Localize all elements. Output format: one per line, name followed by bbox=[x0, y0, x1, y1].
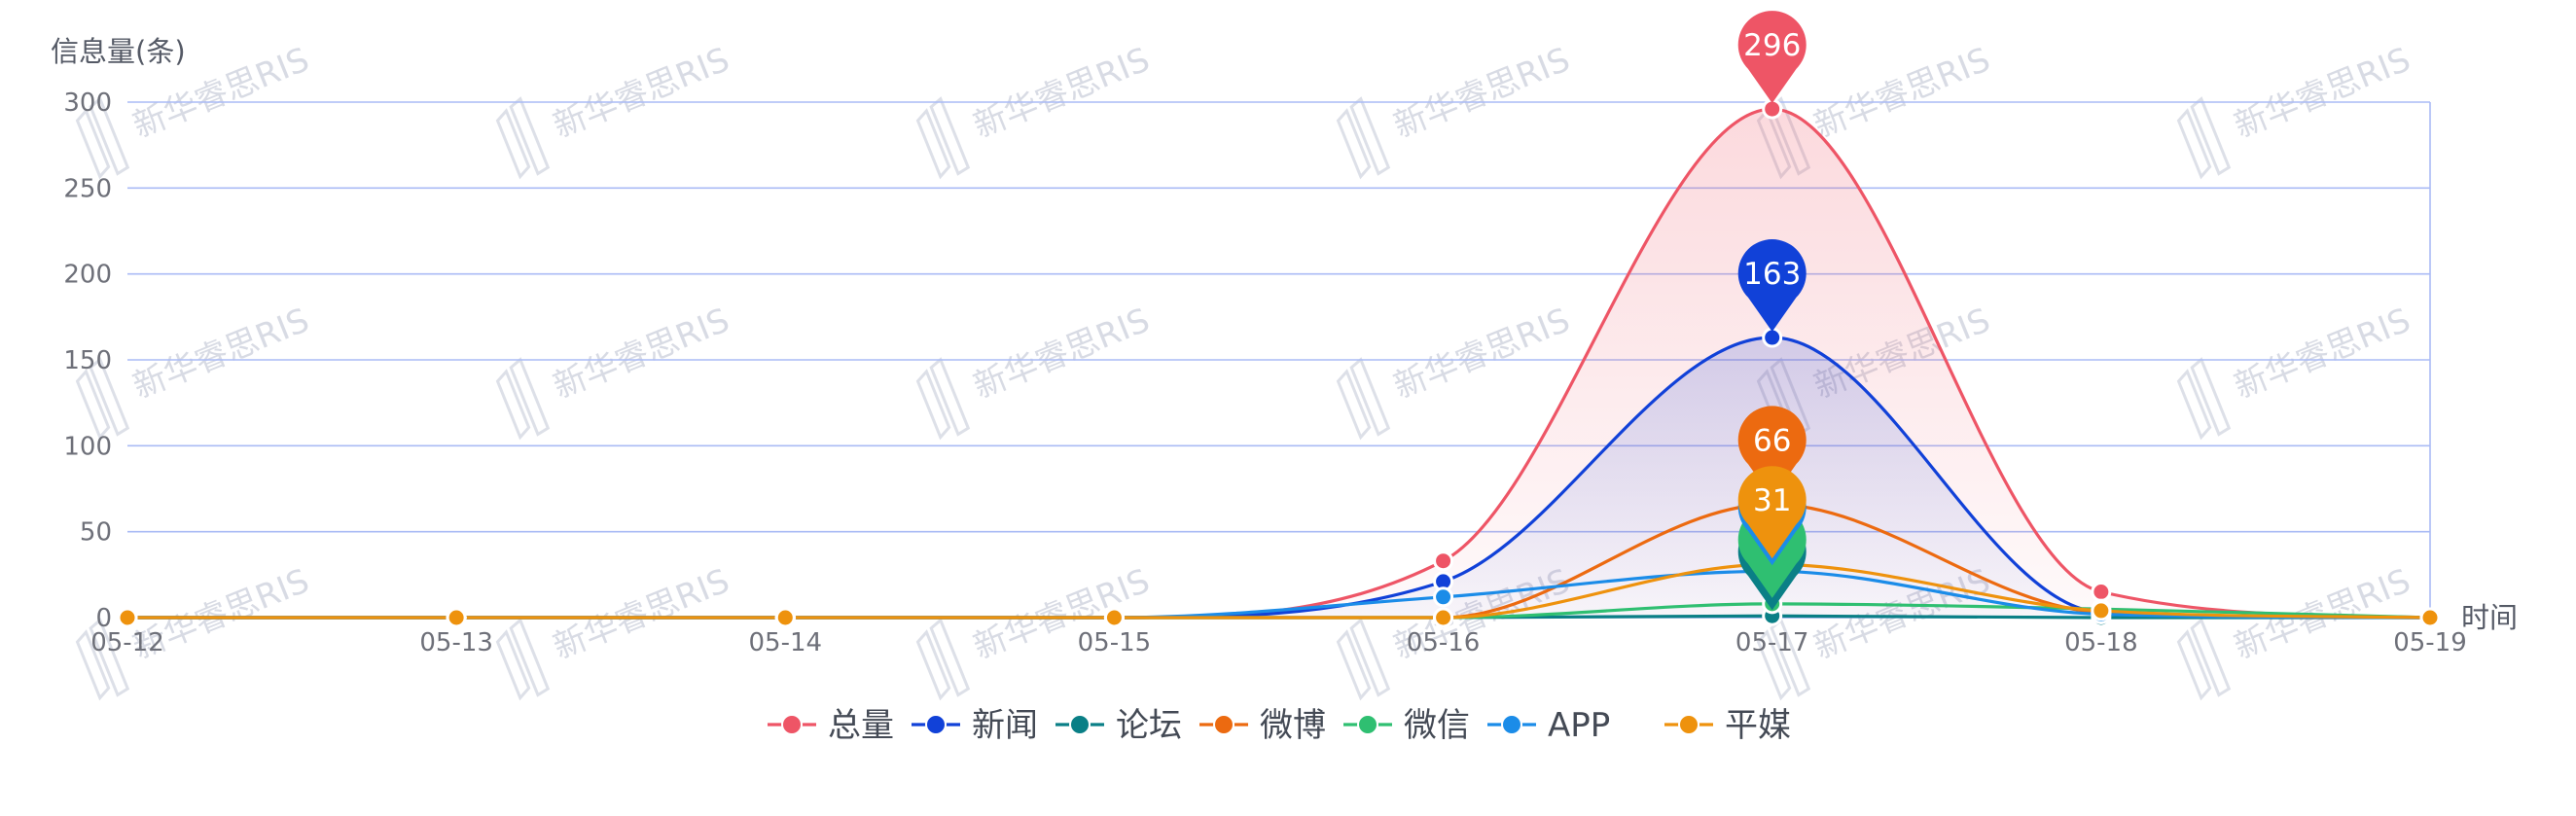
point-平媒-05-12[interactable] bbox=[117, 607, 138, 628]
x-axis-ticks: 05-12 05-13 05-14 05-15 05-16 05-17 05-18 05-19 bbox=[90, 628, 2467, 657]
y-tick-label-0: 0 bbox=[95, 604, 112, 633]
x-tick-label-05-17: 05-17 bbox=[1735, 628, 1809, 657]
legend-label-APP: APP bbox=[1548, 706, 1610, 745]
svg-text:新华睿思RIS: 新华睿思RIS bbox=[548, 561, 734, 667]
watermark-14: 新华睿思RIS bbox=[915, 561, 1155, 701]
legend: 总量 新闻 论坛 微博 微信 APP 平媒 bbox=[768, 706, 1791, 745]
grid-lines bbox=[127, 101, 2431, 619]
x-axis-title: 时间 bbox=[2461, 601, 2518, 634]
legend-item-APP[interactable]: APP bbox=[1487, 706, 1610, 745]
point-总量-05-18[interactable] bbox=[2091, 582, 2112, 602]
watermark-13: 新华睿思RIS bbox=[495, 561, 734, 701]
x-tick-label-05-15: 05-15 bbox=[1078, 628, 1152, 657]
y-axis-title: 信息量(条) bbox=[51, 35, 186, 68]
point-平媒-05-16[interactable] bbox=[1433, 607, 1454, 628]
watermark-2: 新华睿思RIS bbox=[915, 40, 1155, 180]
series-lines bbox=[127, 107, 2431, 620]
watermark-8: 新华睿思RIS bbox=[915, 301, 1155, 441]
legend-label-论坛: 论坛 bbox=[1116, 706, 1182, 745]
y-tick-label-100: 100 bbox=[63, 432, 112, 461]
line-平媒 bbox=[127, 562, 2431, 620]
point-平媒-05-14[interactable] bbox=[774, 607, 796, 628]
svg-text:新华睿思RIS: 新华睿思RIS bbox=[968, 301, 1155, 407]
max-pin-新闻: 163 bbox=[1737, 239, 1807, 333]
svg-text:新华睿思RIS: 新华睿思RIS bbox=[2229, 301, 2415, 407]
svg-text:新华睿思RIS: 新华睿思RIS bbox=[548, 40, 734, 146]
y-tick-label-300: 300 bbox=[63, 89, 112, 118]
legend-item-微博[interactable]: 微博 bbox=[1199, 706, 1326, 745]
watermark-1: 新华睿思RIS bbox=[495, 40, 734, 180]
legend-item-论坛[interactable]: 论坛 bbox=[1055, 706, 1182, 745]
max-pin-label-新闻: 163 bbox=[1743, 257, 1801, 292]
legend-item-平媒[interactable]: 平媒 bbox=[1664, 706, 1791, 745]
x-tick-label-05-19: 05-19 bbox=[2393, 628, 2467, 657]
line-新闻 bbox=[127, 336, 2431, 620]
max-pin-label-平媒: 31 bbox=[1753, 483, 1791, 518]
svg-text:新华睿思RIS: 新华睿思RIS bbox=[2229, 40, 2415, 146]
legend-label-微博: 微博 bbox=[1260, 706, 1326, 745]
legend-label-平媒: 平媒 bbox=[1725, 706, 1791, 745]
y-tick-label-50: 50 bbox=[80, 518, 112, 548]
legend-label-微信: 微信 bbox=[1404, 706, 1470, 745]
point-平媒-05-18[interactable] bbox=[2091, 600, 2112, 621]
legend-item-总量[interactable]: 总量 bbox=[768, 706, 894, 745]
area-新闻 bbox=[127, 337, 2430, 618]
point-总量-05-16[interactable] bbox=[1433, 550, 1454, 572]
x-tick-label-05-13: 05-13 bbox=[419, 628, 493, 657]
max-pin-平媒: 31 bbox=[1737, 466, 1807, 559]
series-areas bbox=[127, 109, 2430, 619]
max-value-pins: 296 163 66 31 bbox=[1737, 11, 1807, 611]
watermark-3: 新华睿思RIS bbox=[1336, 40, 1575, 180]
y-tick-label-250: 250 bbox=[63, 174, 112, 203]
max-pin-label-微博: 66 bbox=[1753, 423, 1791, 458]
max-pin-label-总量: 296 bbox=[1743, 28, 1801, 63]
legend-label-新闻: 新闻 bbox=[972, 706, 1038, 745]
y-axis-ticks: 0 50 100 150 200 250 300 bbox=[63, 89, 112, 633]
svg-text:新华睿思RIS: 新华睿思RIS bbox=[127, 301, 314, 407]
x-tick-label-05-18: 05-18 bbox=[2064, 628, 2138, 657]
svg-text:新华睿思RIS: 新华睿思RIS bbox=[1388, 301, 1575, 407]
watermark-11: 新华睿思RIS bbox=[2176, 301, 2415, 441]
area-总量 bbox=[127, 109, 2430, 619]
point-平媒-05-15[interactable] bbox=[1103, 607, 1125, 628]
legend-item-微信[interactable]: 微信 bbox=[1343, 706, 1470, 745]
line-总量 bbox=[127, 107, 2431, 620]
series-points bbox=[117, 98, 2441, 628]
x-tick-label-05-14: 05-14 bbox=[749, 628, 823, 657]
y-tick-label-150: 150 bbox=[63, 346, 112, 375]
svg-text:新华睿思RIS: 新华睿思RIS bbox=[968, 40, 1155, 146]
point-平媒-05-19[interactable] bbox=[2419, 607, 2441, 628]
watermark-17: 新华睿思RIS bbox=[2176, 561, 2415, 701]
max-pin-总量: 296 bbox=[1737, 11, 1807, 104]
y-tick-label-200: 200 bbox=[63, 261, 112, 290]
point-APP-05-16[interactable] bbox=[1433, 586, 1454, 608]
svg-text:新华睿思RIS: 新华睿思RIS bbox=[1808, 40, 1995, 146]
svg-text:新华睿思RIS: 新华睿思RIS bbox=[1388, 40, 1575, 146]
watermark-7: 新华睿思RIS bbox=[495, 301, 734, 441]
watermark-5: 新华睿思RIS bbox=[2176, 40, 2415, 180]
x-tick-label-05-16: 05-16 bbox=[1407, 628, 1481, 657]
point-平媒-05-13[interactable] bbox=[446, 607, 467, 628]
svg-text:新华睿思RIS: 新华睿思RIS bbox=[548, 301, 734, 407]
legend-label-总量: 总量 bbox=[828, 706, 894, 745]
max-pin-微博: 66 bbox=[1737, 406, 1807, 499]
x-tick-label-05-12: 05-12 bbox=[90, 628, 164, 657]
legend-item-新闻[interactable]: 新闻 bbox=[912, 706, 1038, 745]
watermark-9: 新华睿思RIS bbox=[1336, 301, 1575, 441]
